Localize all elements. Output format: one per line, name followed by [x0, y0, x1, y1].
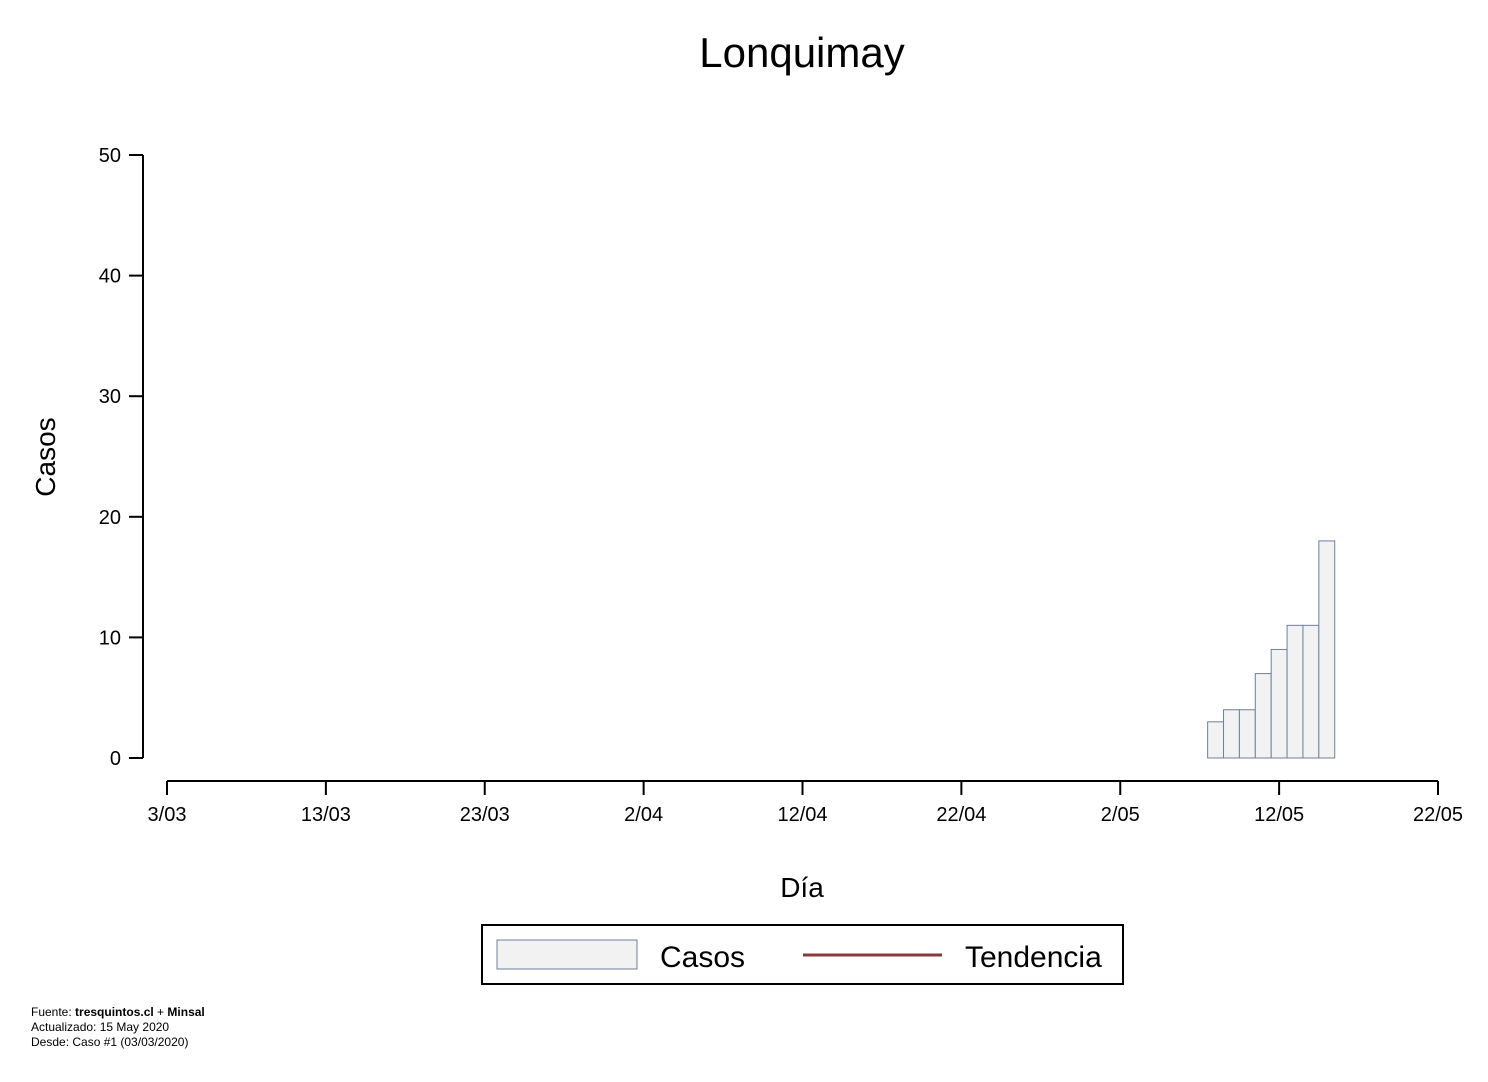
y-tick-label: 0 — [110, 748, 121, 770]
legend-swatch-casos — [496, 939, 638, 970]
bar — [1270, 648, 1288, 759]
y-tick-label: 20 — [99, 507, 121, 529]
y-axis-label: Casos — [30, 417, 61, 496]
bar — [1286, 624, 1304, 759]
legend-label-casos: Casos — [660, 941, 745, 974]
x-tick-label: 12/04 — [777, 804, 827, 826]
x-tick-label: 22/05 — [1413, 804, 1463, 826]
x-axis-label: Día — [780, 872, 824, 903]
legend: Casos Tendencia — [481, 924, 1124, 985]
x-tick-label: 13/03 — [301, 804, 351, 826]
x-tick-label: 22/04 — [936, 804, 986, 826]
y-tick-label: 40 — [99, 266, 121, 288]
bar — [1223, 709, 1240, 759]
footer-source-tresquintos: tresquintos.cl — [75, 1005, 154, 1019]
footer-source: Fuente: tresquintos.cl + Minsal — [31, 1005, 205, 1020]
bar — [1207, 721, 1225, 759]
footer-source-sep: + — [153, 1005, 168, 1019]
y-tick-label: 50 — [99, 145, 121, 167]
bar — [1318, 540, 1336, 759]
footer-since: Desde: Caso #1 (03/03/2020) — [31, 1035, 189, 1049]
x-axis: 3/03 13/03 23/03 2/04 12/04 22/04 2/05 12/05 22/… — [148, 780, 1463, 826]
bar — [1302, 624, 1320, 759]
bar — [1238, 709, 1256, 759]
chart-title: Lonquimay — [699, 29, 904, 76]
bars — [1207, 540, 1336, 759]
x-tick-label: 23/03 — [460, 804, 510, 826]
footer-source-minsal: Minsal — [167, 1005, 205, 1019]
x-tick-label: 2/04 — [624, 804, 663, 826]
y-axis: 0 10 20 30 40 50 — [99, 145, 144, 770]
x-tick-label: 12/05 — [1254, 804, 1304, 826]
footer-updated: Actualizado: 15 May 2020 — [31, 1020, 170, 1034]
x-tick-label: 3/03 — [148, 804, 187, 826]
footer: Fuente: tresquintos.cl + Minsal Actualiz… — [31, 1005, 205, 1050]
x-tick-label: 2/05 — [1101, 804, 1140, 826]
bar — [1254, 673, 1272, 759]
footer-source-prefix: Fuente: — [31, 1005, 76, 1019]
y-tick-label: 30 — [99, 386, 121, 408]
y-tick-label: 10 — [99, 627, 121, 649]
legend-label-tendencia: Tendencia — [965, 941, 1102, 974]
